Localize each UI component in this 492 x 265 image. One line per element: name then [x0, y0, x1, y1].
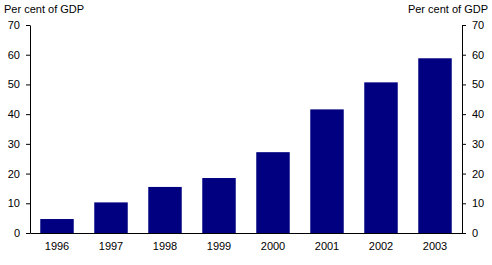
tick-mark [26, 25, 30, 26]
y2-axis: 0 10 20 30 40 50 60 70 [462, 19, 484, 239]
chart: 0102030405060700102030405060701996199719… [0, 0, 492, 265]
tick: 2001 [315, 240, 339, 252]
tick: 10 [462, 197, 484, 209]
tick-label: 10 [8, 197, 20, 209]
tick-label: 0 [14, 227, 20, 239]
tick: 40 [462, 108, 484, 120]
tick-label: 60 [472, 49, 484, 61]
axis-line [462, 26, 463, 234]
tick-mark [462, 203, 466, 204]
bars [40, 58, 451, 233]
tick: 40 [8, 108, 30, 120]
tick-label: 40 [8, 108, 20, 120]
tick-label: 20 [8, 168, 20, 180]
tick-label: 0 [472, 227, 478, 239]
tick-mark [462, 174, 466, 175]
tick-label: 1998 [153, 240, 177, 252]
axis-line [30, 26, 31, 234]
tick-label: 2003 [423, 240, 447, 252]
tick: 30 [462, 138, 484, 150]
bar [202, 178, 235, 233]
bar [310, 109, 343, 233]
tick-mark [462, 233, 466, 234]
tick-mark [462, 25, 466, 26]
tick: 2000 [261, 240, 285, 252]
tick: 70 [8, 19, 30, 31]
tick-mark [26, 144, 30, 145]
tick-label: 2000 [261, 240, 285, 252]
tick-mark [462, 144, 466, 145]
tick-label: 50 [472, 78, 484, 90]
tick-label: 30 [472, 138, 484, 150]
tick: 60 [462, 49, 484, 61]
tick-label: 50 [8, 78, 20, 90]
tick-mark [26, 233, 30, 234]
tick: 20 [8, 168, 30, 180]
x-axis: 1996 1997 1998 1999 2000 2001 2002 2003 [31, 234, 463, 252]
tick-label: 40 [472, 108, 484, 120]
tick: 2002 [369, 240, 393, 252]
tick: 1997 [99, 240, 123, 252]
tick-label: 2002 [369, 240, 393, 252]
tick-label: 60 [8, 49, 20, 61]
tick-mark [26, 174, 30, 175]
tick: 1999 [207, 240, 231, 252]
tick-label: 10 [472, 197, 484, 209]
tick: 2003 [423, 240, 447, 252]
y-axis: 0 10 20 30 40 50 60 70 [8, 19, 31, 239]
tick: 30 [8, 138, 30, 150]
tick-label: 70 [472, 19, 484, 31]
bar [418, 58, 451, 233]
tick-mark [462, 84, 466, 85]
tick-mark [26, 203, 30, 204]
tick: 60 [8, 49, 30, 61]
tick: 1996 [45, 240, 69, 252]
tick-label: 1997 [99, 240, 123, 252]
tick: 20 [462, 168, 484, 180]
tick: 1998 [153, 240, 177, 252]
tick-label: 1999 [207, 240, 231, 252]
tick-mark [462, 114, 466, 115]
tick-mark [26, 114, 30, 115]
tick-label: 1996 [45, 240, 69, 252]
plot: 0102030405060700102030405060701996199719… [8, 19, 485, 252]
tick-label: 30 [8, 138, 20, 150]
tick: 10 [8, 197, 30, 209]
tick-label: 2001 [315, 240, 339, 252]
tick-mark [26, 84, 30, 85]
tick: 50 [462, 78, 484, 90]
bar [364, 82, 397, 233]
bar [256, 152, 289, 233]
tick: 0 [462, 227, 478, 239]
axis-title: Per cent of GDP [4, 3, 84, 15]
tick: 50 [8, 78, 30, 90]
tick-label: 70 [8, 19, 20, 31]
tick-mark [26, 55, 30, 56]
axis-title: Per cent of GDP [408, 3, 488, 15]
bar [94, 202, 127, 233]
axis-line [31, 233, 463, 234]
bar [148, 187, 181, 233]
tick-label: 20 [472, 168, 484, 180]
bar [40, 219, 73, 233]
tick-mark [462, 55, 466, 56]
tick: 0 [14, 227, 30, 239]
tick: 70 [462, 19, 484, 31]
